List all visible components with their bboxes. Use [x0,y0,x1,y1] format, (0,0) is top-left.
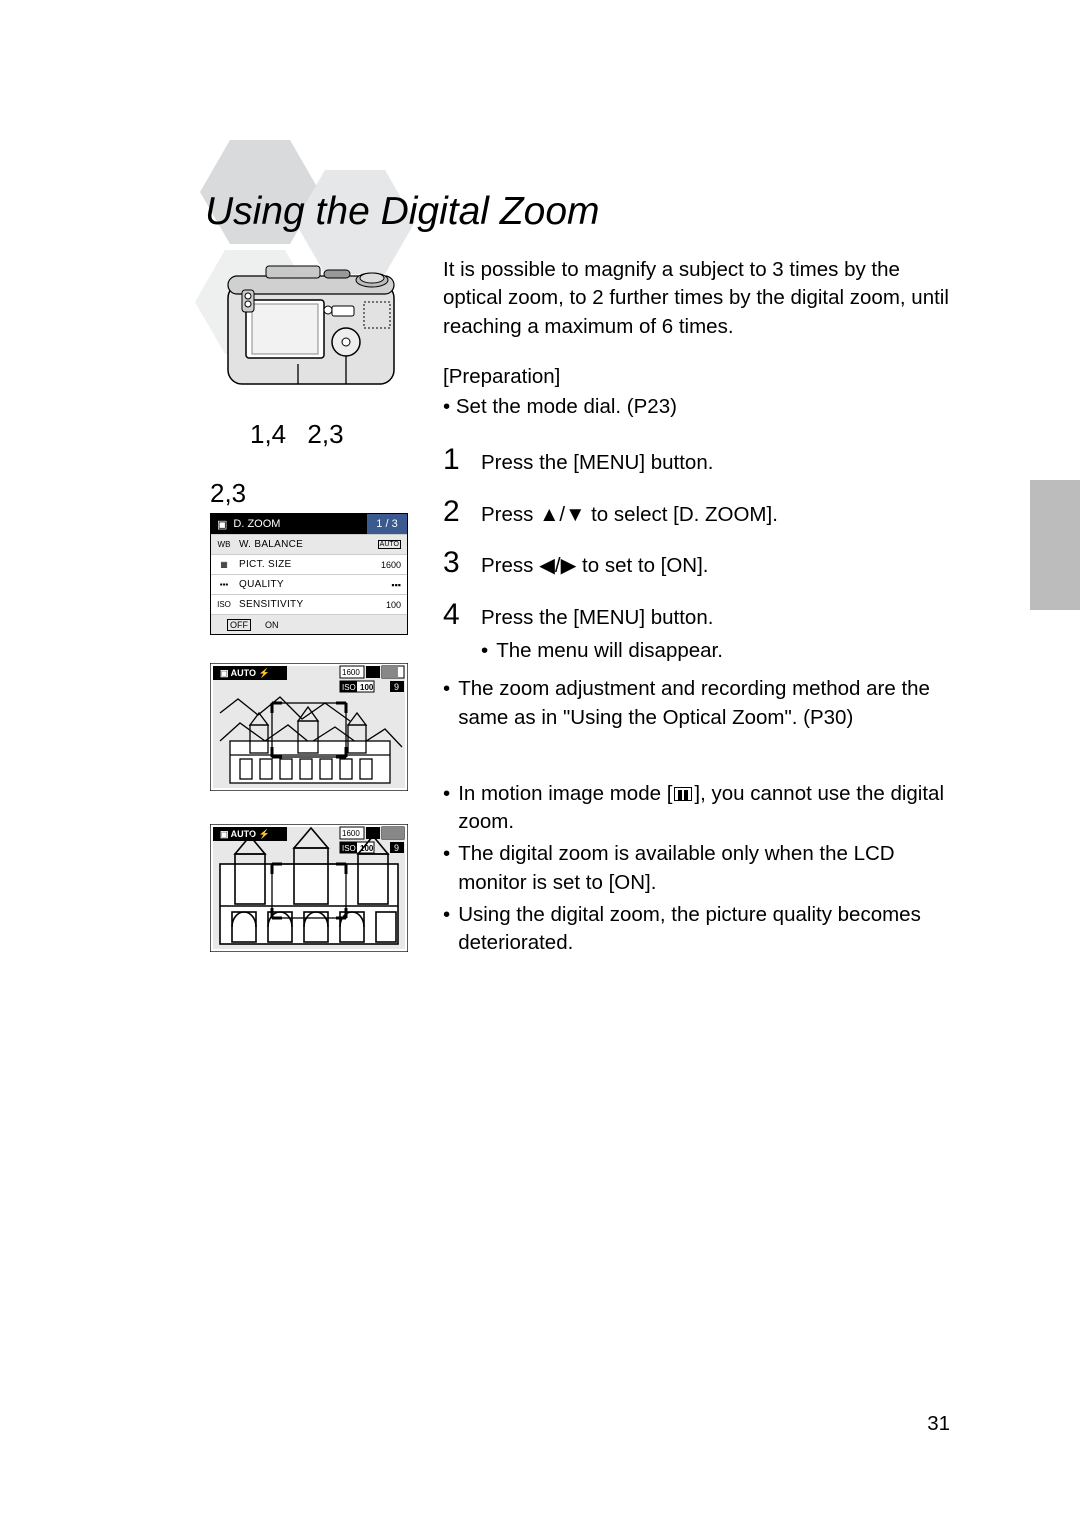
menu-row: ISO SENSITIVITY 100 [211,594,407,614]
up-down-arrows: ▲/▼ [539,503,585,526]
menu-title-text: D. ZOOM [233,518,280,530]
camera-button-labels: 1,4 2,3 [250,419,415,450]
menu-row-label: PICT. SIZE [239,559,373,570]
menu-title: ▣ D. ZOOM [211,514,367,534]
label-1-4: 1,4 [250,419,286,449]
step-body: Press the [MENU] button. [481,604,960,632]
menu-row-label: SENSITIVITY [239,599,378,610]
preparation-label: [Preparation] [443,363,960,391]
side-tab [1030,480,1080,610]
svg-text:▣ AUTO ⚡: ▣ AUTO ⚡ [220,667,270,679]
note-item: In motion image mode [], you cannot use … [443,780,960,837]
left-column: 1,4 2,3 2,3 ▣ D. ZOOM 1 / 3 WB W. BALANC… [210,256,415,962]
step-3: 3 Press ◀/▶ to set to [ON]. [443,542,960,583]
step-4-sub: The menu will disappear. [481,637,960,665]
menu-row-icon: ISO [217,600,231,609]
step-body: Press the [MENU] button. [481,449,960,477]
step-num: 2 [443,491,465,532]
menu-on-label: ON [265,620,279,630]
menu-row-icon: ▦ [217,560,231,569]
svg-text:1600: 1600 [342,668,360,677]
motion-mode-icon [674,787,692,801]
note-item: The digital zoom is available only when … [443,840,960,897]
notes-block: In motion image mode [], you cannot use … [443,780,960,958]
svg-text:ISO: ISO [342,683,356,692]
menu-row-icon: WB [217,540,231,549]
lcd-preview-2: ▣ AUTO ⚡ 1600 ISO 100 9 [210,824,408,952]
menu-bottom-row: OFF ON [211,614,407,634]
menu-row-value: 100 [386,600,401,610]
menu-row-value: ▪▪▪ [391,580,401,590]
lcd-preview-1: ▣ AUTO ⚡ 1600 ISO 100 9 [210,663,408,791]
svg-text:9: 9 [394,843,399,853]
menu-page-indicator: 1 / 3 [367,514,407,534]
svg-text:▣ AUTO ⚡: ▣ AUTO ⚡ [220,828,270,840]
step-body: Press ▲/▼ to select [D. ZOOM]. [481,501,960,529]
svg-text:ISO: ISO [342,844,356,853]
page-number: 31 [927,1412,950,1436]
svg-text:1600: 1600 [342,829,360,838]
page-title: Using the Digital Zoom [205,190,960,234]
left-right-arrows: ◀/▶ [539,554,576,577]
camera-illustration [220,256,402,406]
menu-title-icon: ▣ [217,518,227,531]
label-above-menu: 2,3 [210,478,415,509]
right-column: It is possible to magnify a subject to 3… [443,256,960,962]
after-steps-note: The zoom adjustment and recording method… [443,675,960,732]
svg-text:9: 9 [394,682,399,692]
intro-paragraph: It is possible to magnify a subject to 3… [443,256,960,341]
svg-text:100: 100 [360,683,374,692]
menu-screenshot: ▣ D. ZOOM 1 / 3 WB W. BALANCE AUTO ▦ PIC… [210,513,408,635]
menu-row-value: AUTO [378,540,401,549]
step-2: 2 Press ▲/▼ to select [D. ZOOM]. [443,491,960,532]
step-body: Press ◀/▶ to set to [ON]. [481,552,960,580]
menu-row-label: QUALITY [239,579,383,590]
note-item: Using the digital zoom, the picture qual… [443,901,960,958]
menu-row-value: 1600 [381,560,401,570]
menu-off-label: OFF [227,619,251,631]
step-num: 1 [443,439,465,480]
step-num: 3 [443,542,465,583]
step-1: 1 Press the [MENU] button. [443,439,960,480]
preparation-item: • Set the mode dial. (P23) [443,393,960,421]
label-2-3: 2,3 [307,419,343,449]
menu-row: WB W. BALANCE AUTO [211,534,407,554]
step-4: 4 Press the [MENU] button. [443,594,960,635]
menu-row-icon: ▪▪▪ [217,580,231,589]
menu-row-label: W. BALANCE [239,539,370,550]
menu-row: ▪▪▪ QUALITY ▪▪▪ [211,574,407,594]
menu-row: ▦ PICT. SIZE 1600 [211,554,407,574]
step-num: 4 [443,594,465,635]
